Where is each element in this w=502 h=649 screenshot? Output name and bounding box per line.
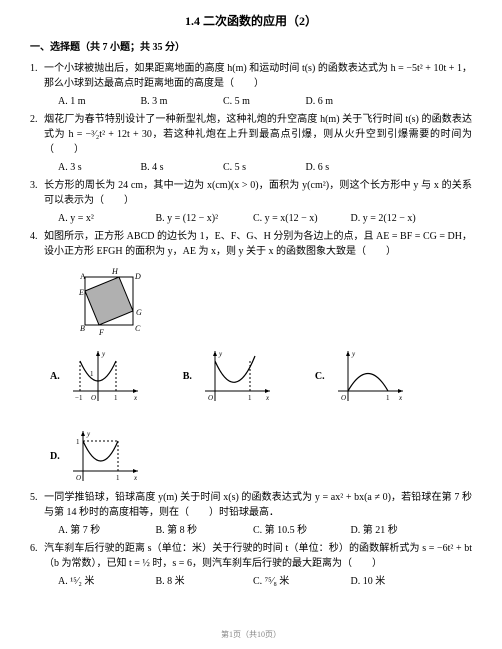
- svg-text:y: y: [351, 350, 356, 358]
- svg-text:O: O: [208, 394, 213, 402]
- graph-options: A. −1 1 1 O x y B. 1 O x y C. 1 O x y D.…: [50, 346, 472, 486]
- svg-text:E: E: [78, 288, 84, 297]
- question-3: 3.长方形的周长为 24 cm，其中一边为 x(cm)(x > 0)，面积为 y…: [44, 178, 472, 208]
- opt: C. y = x(12 − x): [253, 211, 348, 226]
- opt: B. 第 8 秒: [156, 523, 251, 538]
- svg-text:1: 1: [248, 394, 252, 402]
- svg-text:F: F: [98, 328, 104, 337]
- svg-text:1: 1: [116, 474, 120, 482]
- graph-B: B. 1 O x y: [183, 346, 275, 406]
- opt: B. 4 s: [141, 160, 221, 175]
- opt: B. 8 米: [156, 574, 251, 589]
- question-1: 1.一个小球被抛出后，如果距离地面的高度 h(m) 和运动时间 t(s) 的函数…: [44, 61, 472, 91]
- q3-text: 长方形的周长为 24 cm，其中一边为 x(cm)(x > 0)，面积为 y(c…: [44, 180, 472, 206]
- opt: A. y = x²: [58, 211, 153, 226]
- svg-text:1: 1: [76, 438, 80, 446]
- q1-text: 一个小球被抛出后，如果距离地面的高度 h(m) 和运动时间 t(s) 的函数表达…: [44, 63, 472, 89]
- svg-text:1: 1: [90, 370, 94, 378]
- svg-text:1: 1: [386, 394, 390, 402]
- question-5: 5.一同学推铅球，铅球高度 y(m) 关于时间 x(s) 的函数表达式为 y =…: [44, 490, 472, 520]
- graph-label: B.: [183, 369, 192, 384]
- graph-label: C.: [315, 369, 325, 384]
- opt: D. 10 米: [351, 574, 446, 589]
- graph-D: D. 1 1 O x y: [50, 426, 143, 486]
- graph-B-svg: 1 O x y: [200, 346, 275, 406]
- svg-text:D: D: [134, 272, 141, 281]
- q6-text: 汽车刹车后行驶的距离 s（单位：米）关于行驶的时间 t（单位：秒）的函数解析式为…: [44, 543, 472, 569]
- svg-text:G: G: [136, 308, 142, 317]
- opt: A. 第 7 秒: [58, 523, 153, 538]
- graph-label: D.: [50, 449, 60, 464]
- graph-C-svg: 1 O x y: [333, 346, 408, 406]
- svg-text:y: y: [218, 350, 223, 358]
- graph-D-svg: 1 1 O x y: [68, 426, 143, 486]
- opt: A. 1 m: [58, 94, 138, 109]
- graph-A: A. −1 1 1 O x y: [50, 346, 143, 406]
- section-heading: 一、选择题（共 7 小题；共 35 分）: [30, 40, 472, 55]
- opt: D. 第 21 秒: [351, 523, 446, 538]
- opt: B. y = (12 − x)²: [156, 211, 251, 226]
- svg-text:A: A: [80, 272, 86, 281]
- question-2: 2.烟花厂为春节特别设计了一种新型礼炮，这种礼炮的升空高度 h(m) 关于飞行时…: [44, 112, 472, 157]
- opt: D. y = 2(12 − x): [351, 211, 446, 226]
- svg-text:x: x: [133, 394, 138, 402]
- q2-options: A. 3 s B. 4 s C. 5 s D. 6 s: [58, 160, 472, 175]
- opt: C. 5 s: [223, 160, 303, 175]
- svg-text:O: O: [341, 394, 346, 402]
- q2-text: 烟花厂为春节特别设计了一种新型礼炮，这种礼炮的升空高度 h(m) 关于飞行时间 …: [44, 114, 472, 155]
- svg-text:C: C: [135, 324, 141, 333]
- graph-C: C. 1 O x y: [315, 346, 408, 406]
- svg-text:O: O: [76, 474, 81, 482]
- opt: D. 6 m: [306, 94, 386, 109]
- q5-options: A. 第 7 秒 B. 第 8 秒 C. 第 10.5 秒 D. 第 21 秒: [58, 523, 472, 538]
- svg-text:y: y: [86, 430, 91, 438]
- opt: C. 5 m: [223, 94, 303, 109]
- svg-text:1: 1: [114, 394, 118, 402]
- q1-options: A. 1 m B. 3 m C. 5 m D. 6 m: [58, 94, 472, 109]
- q5-text: 一同学推铅球，铅球高度 y(m) 关于时间 x(s) 的函数表达式为 y = a…: [44, 492, 472, 518]
- graph-A-svg: −1 1 1 O x y: [68, 346, 143, 406]
- opt: A. 3 s: [58, 160, 138, 175]
- page-title: 1.4 二次函数的应用（2）: [30, 12, 472, 30]
- svg-text:x: x: [133, 474, 138, 482]
- opt: D. 6 s: [306, 160, 386, 175]
- svg-text:H: H: [111, 267, 119, 276]
- svg-text:−1: −1: [75, 394, 83, 402]
- svg-text:x: x: [398, 394, 403, 402]
- square-figure: A H D E G B F C: [70, 265, 472, 340]
- q3-options: A. y = x² B. y = (12 − x)² C. y = x(12 −…: [58, 211, 472, 226]
- opt: C. 第 10.5 秒: [253, 523, 348, 538]
- square-diagram-svg: A H D E G B F C: [70, 265, 150, 340]
- q4-text: 如图所示，正方形 ABCD 的边长为 1，E、F、G、H 分别为各边上的点，且 …: [44, 231, 472, 257]
- question-4: 4.如图所示，正方形 ABCD 的边长为 1，E、F、G、H 分别为各边上的点，…: [44, 229, 472, 259]
- q6-options: A. ¹⁵⁄₂ 米 B. 8 米 C. ⁷⁵⁄₈ 米 D. 10 米: [58, 574, 472, 589]
- opt: B. 3 m: [141, 94, 221, 109]
- svg-text:y: y: [101, 350, 106, 358]
- graph-label: A.: [50, 369, 60, 384]
- page-footer: 第1页（共10页）: [0, 629, 502, 641]
- svg-text:O: O: [91, 394, 96, 402]
- svg-text:B: B: [80, 324, 85, 333]
- question-6: 6.汽车刹车后行驶的距离 s（单位：米）关于行驶的时间 t（单位：秒）的函数解析…: [44, 541, 472, 571]
- opt: A. ¹⁵⁄₂ 米: [58, 574, 153, 589]
- svg-text:x: x: [265, 394, 270, 402]
- opt: C. ⁷⁵⁄₈ 米: [253, 574, 348, 589]
